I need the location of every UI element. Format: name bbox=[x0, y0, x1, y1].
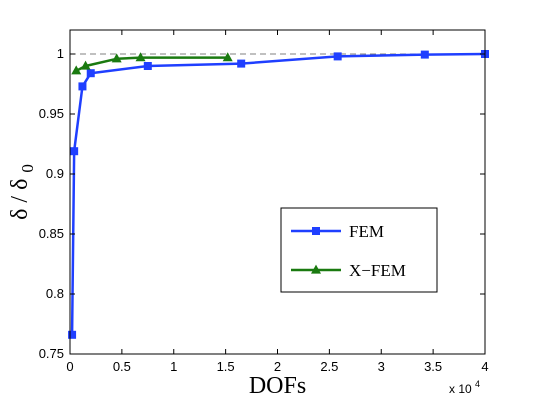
y-tick-label: 0.8 bbox=[46, 286, 64, 301]
x-tick-label: 3.5 bbox=[424, 359, 442, 374]
xfem-marker bbox=[111, 53, 122, 63]
fem-marker bbox=[143, 62, 152, 70]
fem-marker bbox=[68, 330, 77, 339]
fem-marker bbox=[86, 69, 95, 78]
fem-marker bbox=[70, 147, 79, 156]
legend-box bbox=[280, 207, 438, 293]
x-axis-multiplier-base: x 10 bbox=[449, 382, 472, 396]
axes: 0 0.5 1 1.5 2 2.5 3 3.5 4 0.75 0.8 0.85 0.9 0.95 1 bbox=[39, 30, 489, 374]
y-tick-label: 0.75 bbox=[39, 346, 64, 361]
x-tick-label: 0 bbox=[66, 359, 73, 374]
fem-line bbox=[70, 52, 486, 335]
data-layer bbox=[68, 50, 489, 339]
y-tick-label: 0.85 bbox=[39, 226, 64, 241]
x-axis-multiplier-exponent: 4 bbox=[475, 379, 480, 389]
x-tick-label: 1.5 bbox=[217, 359, 235, 374]
legend: FEM X−FEM bbox=[280, 207, 438, 293]
xfem-marker bbox=[71, 65, 82, 75]
xfem-marker bbox=[222, 52, 233, 62]
xfem-marker bbox=[80, 60, 91, 70]
y-tick-label: 0.95 bbox=[39, 106, 64, 121]
x-axis-multiplier: x 10 4 bbox=[449, 379, 480, 396]
y-axis-title-subscript: 0 bbox=[18, 164, 37, 173]
y-tick-label: 0.9 bbox=[46, 166, 64, 181]
legend-fem-label: FEM bbox=[349, 222, 384, 241]
x-tick-label: 2.5 bbox=[320, 359, 338, 374]
fem-marker bbox=[312, 227, 320, 235]
x-tick-label: 1 bbox=[170, 359, 177, 374]
x-tick-label: 3 bbox=[378, 359, 385, 374]
y-axis-title-main: δ / δ bbox=[7, 179, 33, 220]
fem-marker bbox=[420, 50, 429, 59]
x-tick-label: 2 bbox=[274, 359, 281, 374]
legend-xfem-label: X−FEM bbox=[349, 261, 406, 280]
y-tick-label: 1 bbox=[57, 46, 64, 61]
fem-marker bbox=[237, 59, 246, 68]
xfem-marker bbox=[311, 264, 321, 274]
x-tick-label: 0.5 bbox=[113, 359, 131, 374]
xfem-marker bbox=[135, 52, 146, 62]
x-axis-title: DOFs bbox=[249, 373, 306, 399]
plot-frame bbox=[69, 29, 486, 355]
y-axis-title: δ / δ 0 bbox=[7, 164, 37, 220]
fem-marker bbox=[78, 82, 87, 91]
x-tick-label: 4 bbox=[481, 359, 488, 374]
fem-marker bbox=[333, 52, 342, 61]
